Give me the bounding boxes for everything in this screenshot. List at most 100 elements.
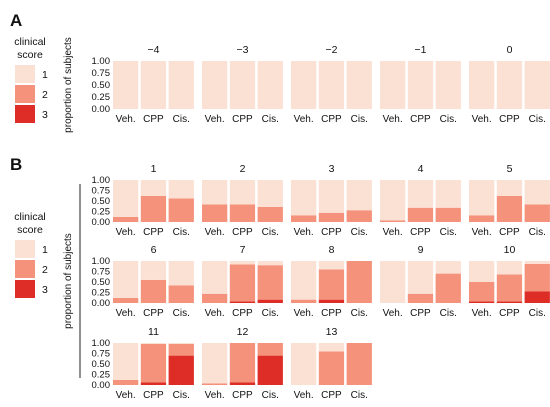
bar-score2: [380, 220, 406, 222]
x-tick-label: Cis.: [351, 390, 368, 401]
x-tick-label: Veh.: [294, 114, 314, 125]
bar-score3: [257, 355, 283, 385]
bar-score1: [380, 180, 406, 221]
x-tick-label: Cis.: [351, 227, 368, 238]
bar-score1: [257, 180, 283, 207]
legend-swatch-b: [15, 280, 35, 298]
panel-letter-b: B: [10, 155, 22, 174]
y-tick-label: 0.00: [92, 380, 111, 391]
x-tick-label: CPP: [499, 227, 520, 238]
bar-score2: [113, 379, 139, 385]
bar-score1: [524, 180, 550, 205]
facet-title: 9: [418, 244, 424, 256]
facet-title: 12: [237, 326, 249, 338]
bar-score1: [140, 343, 167, 344]
bar-score2: [168, 285, 194, 303]
facet-title: 8: [329, 244, 335, 256]
bar-score1: [113, 61, 139, 109]
bar-score3: [229, 382, 256, 385]
panel-letter-a: A: [10, 11, 22, 30]
bar-score1: [113, 343, 139, 380]
bar-score1: [407, 61, 434, 109]
bar-score2: [346, 210, 372, 222]
legend-label-b: 2: [42, 264, 48, 276]
legend-swatch-a: [15, 65, 35, 83]
legend-swatch-a: [15, 85, 35, 103]
bar-score1: [291, 343, 317, 385]
y-tick-label: 1.00: [92, 56, 111, 67]
bar-score2: [229, 343, 256, 383]
x-tick-label: Cis.: [351, 308, 368, 319]
x-tick-label: Veh.: [205, 308, 225, 319]
bar-score1: [524, 61, 550, 109]
bar-score2: [469, 282, 495, 302]
x-tick-label: CPP: [143, 308, 164, 319]
bar-score1: [229, 61, 256, 109]
y-tick-label: 0.50: [92, 196, 111, 207]
facet-title: 2: [240, 163, 246, 175]
bar-score3: [469, 301, 495, 303]
y-axis-label-b: proportion of subjects: [63, 233, 74, 329]
y-tick-label: 0.25: [92, 207, 111, 218]
y-tick-label: 0.75: [92, 349, 111, 360]
bar-score2: [291, 215, 317, 222]
x-tick-label: Cis.: [529, 227, 546, 238]
x-tick-label: CPP: [499, 114, 520, 125]
legend-swatch-b: [15, 240, 35, 258]
y-tick-label: 1.00: [92, 338, 111, 349]
facet-title: 11: [148, 326, 159, 338]
x-tick-label: Cis.: [440, 114, 457, 125]
bar-score2: [496, 274, 523, 302]
bar-score1: [168, 180, 194, 199]
bar-score1: [140, 61, 167, 109]
y-tick-label: 0.50: [92, 80, 111, 91]
bar-score2: [113, 216, 139, 222]
facet-title: 6: [151, 244, 157, 256]
bar-score2: [140, 343, 167, 383]
bar-score1: [496, 180, 523, 196]
bar-score2: [140, 279, 167, 303]
x-tick-label: Cis.: [173, 308, 190, 319]
y-tick-label: 0.75: [92, 68, 111, 79]
bar-score2: [202, 204, 228, 222]
bar-score1: [380, 61, 406, 109]
x-tick-label: Veh.: [294, 390, 314, 401]
bar-score3: [140, 382, 167, 385]
bar-score3: [229, 301, 256, 303]
facet-title: 7: [240, 244, 246, 256]
bar-score1: [496, 61, 523, 109]
x-tick-label: CPP: [410, 227, 431, 238]
bar-score1: [496, 261, 523, 275]
y-tick-label: 0.75: [92, 186, 111, 197]
bar-score2: [318, 269, 345, 300]
x-tick-label: Cis.: [173, 390, 190, 401]
x-tick-label: Cis.: [262, 308, 279, 319]
bar-score1: [168, 61, 194, 109]
bar-score1: [346, 61, 372, 109]
bar-score1: [469, 180, 495, 216]
bar-score2: [407, 293, 434, 303]
bar-score1: [229, 180, 256, 205]
bar-score3: [257, 299, 283, 303]
bar-score1: [168, 343, 194, 344]
x-tick-label: Cis.: [262, 390, 279, 401]
bar-score1: [257, 261, 283, 266]
facet-title: 5: [507, 163, 513, 175]
bar-score2: [113, 297, 139, 303]
facet-title: 3: [329, 163, 335, 175]
x-tick-label: Veh.: [116, 308, 136, 319]
legend-label-b: 1: [42, 244, 48, 256]
bar-score3: [318, 299, 345, 303]
x-tick-label: Veh.: [205, 114, 225, 125]
bar-score3: [496, 301, 523, 303]
x-tick-label: CPP: [143, 390, 164, 401]
bar-score3: [524, 291, 550, 303]
x-tick-label: Cis.: [262, 114, 279, 125]
x-tick-label: Cis.: [173, 114, 190, 125]
bar-score2: [435, 273, 461, 303]
legend-title-a: clinical: [14, 36, 46, 48]
legend-swatch-a: [15, 105, 35, 123]
facet-title: −2: [326, 44, 338, 56]
facet-title: 4: [418, 163, 424, 175]
